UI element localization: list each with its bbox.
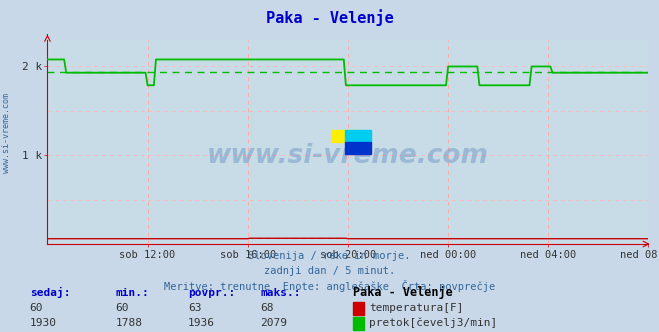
- Text: Meritve: trenutne  Enote: anglešaške  Črta: povprečje: Meritve: trenutne Enote: anglešaške Črta…: [164, 280, 495, 291]
- Text: 60: 60: [115, 303, 129, 313]
- Text: Paka - Velenje: Paka - Velenje: [266, 9, 393, 26]
- Text: temperatura[F]: temperatura[F]: [369, 303, 463, 313]
- FancyBboxPatch shape: [345, 130, 372, 142]
- Text: povpr.:: povpr.:: [188, 288, 235, 298]
- Text: www.si-vreme.com: www.si-vreme.com: [207, 143, 489, 169]
- Text: 1788: 1788: [115, 318, 142, 328]
- Text: zadnji dan / 5 minut.: zadnji dan / 5 minut.: [264, 266, 395, 276]
- Text: www.si-vreme.com: www.si-vreme.com: [2, 93, 11, 173]
- Text: 1930: 1930: [30, 318, 57, 328]
- Text: pretok[čevelj3/min]: pretok[čevelj3/min]: [369, 317, 498, 328]
- Text: maks.:: maks.:: [260, 288, 301, 298]
- Text: 63: 63: [188, 303, 201, 313]
- Text: 1936: 1936: [188, 318, 215, 328]
- Text: min.:: min.:: [115, 288, 149, 298]
- FancyBboxPatch shape: [345, 142, 372, 154]
- Text: Slovenija / reke in morje.: Slovenija / reke in morje.: [248, 251, 411, 261]
- Text: 2079: 2079: [260, 318, 287, 328]
- FancyBboxPatch shape: [331, 130, 358, 142]
- Text: Paka - Velenje: Paka - Velenje: [353, 286, 452, 299]
- Text: 60: 60: [30, 303, 43, 313]
- Text: 68: 68: [260, 303, 273, 313]
- Text: sedaj:: sedaj:: [30, 287, 70, 298]
